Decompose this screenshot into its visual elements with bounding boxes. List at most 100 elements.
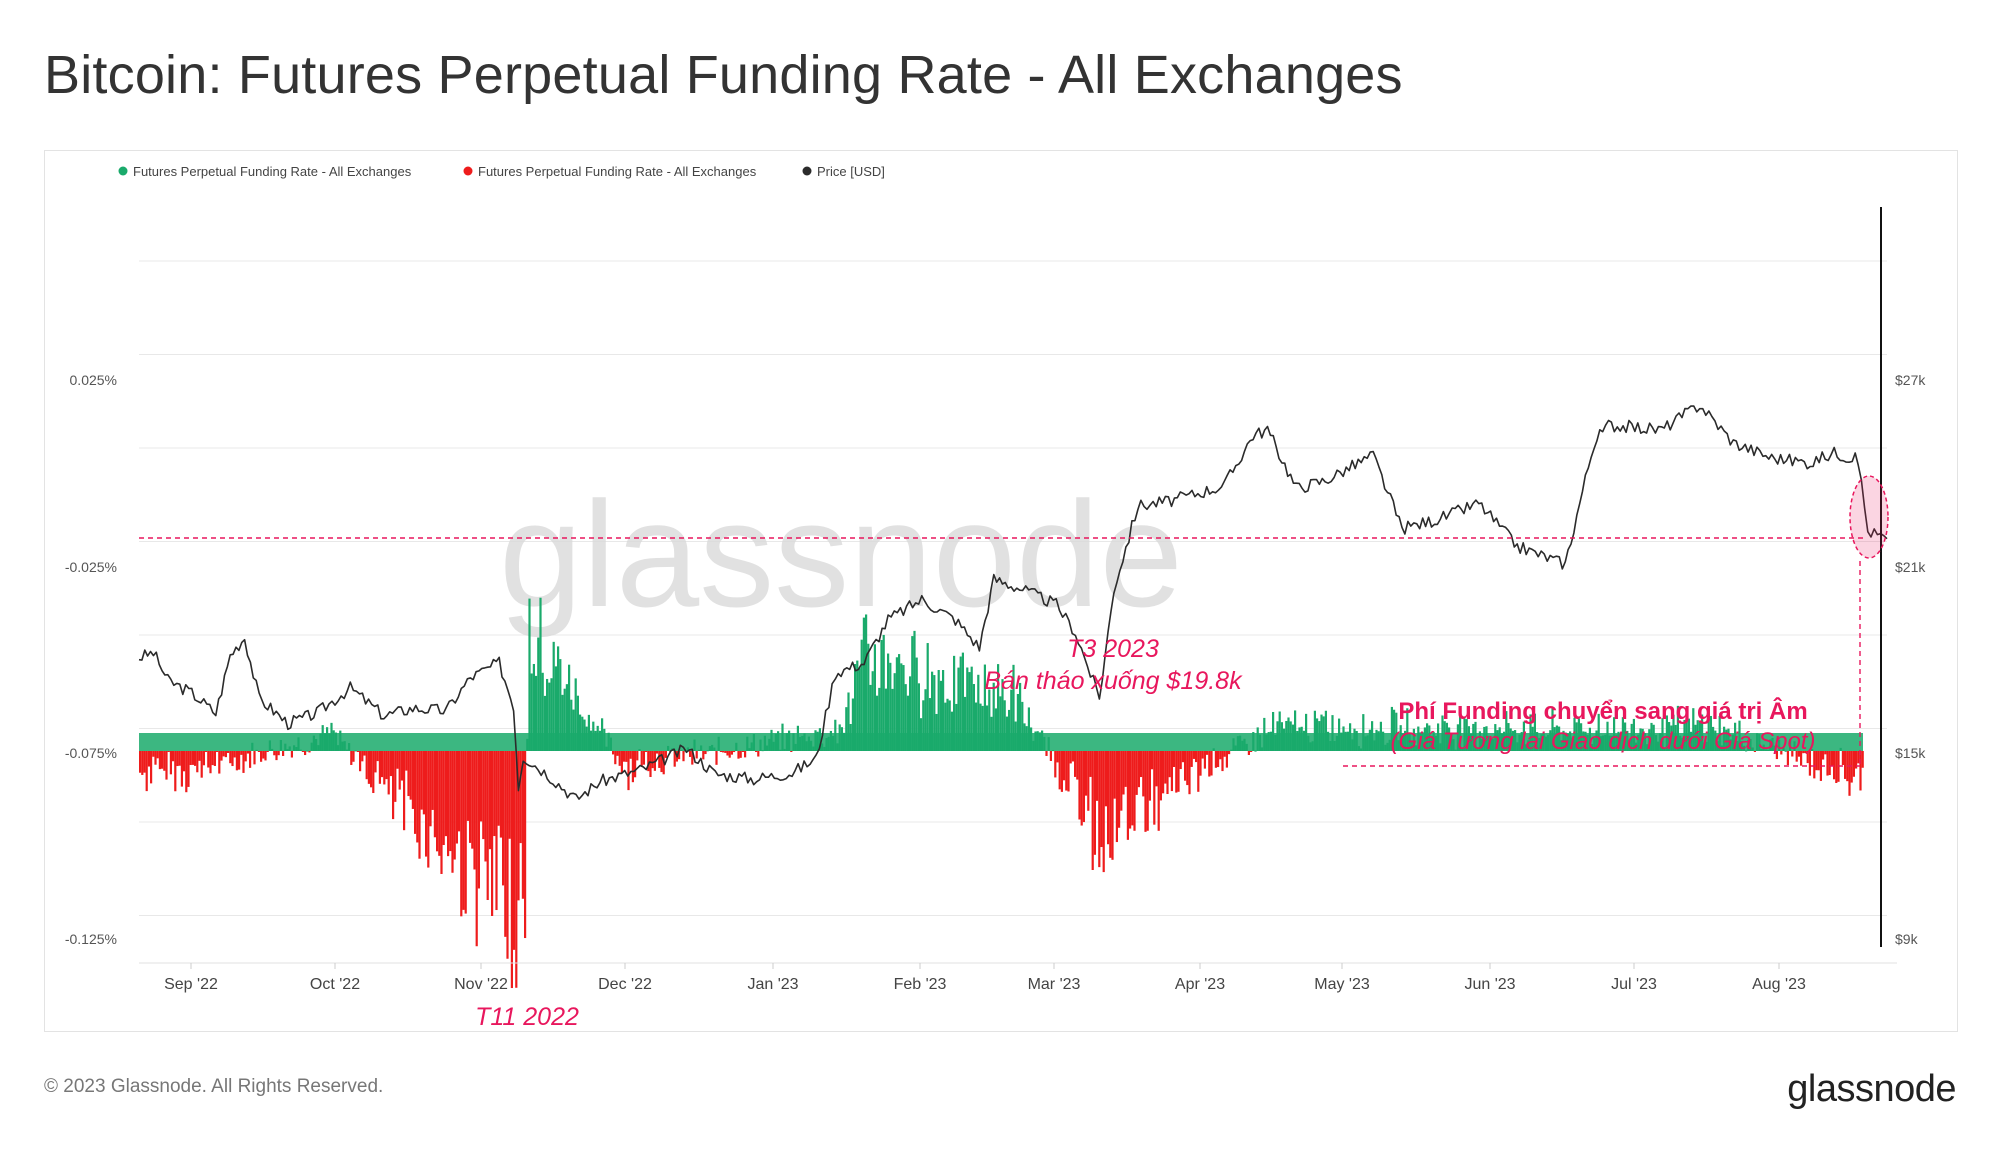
funding-negative-bar (464, 751, 467, 914)
watermark: glassnode (499, 470, 1183, 638)
funding-negative-bar (189, 751, 192, 765)
funding-negative-bar (1080, 751, 1083, 826)
funding-negative-bar (502, 751, 505, 886)
funding-negative-bar (673, 751, 676, 767)
funding-negative-bar (695, 751, 698, 759)
y-left-tick-label: -0.125% (65, 931, 117, 947)
funding-positive-bar (900, 663, 903, 751)
funding-negative-bar (262, 751, 265, 759)
funding-negative-bar (1074, 751, 1077, 777)
funding-negative-bar (1208, 751, 1211, 777)
funding-positive-bar (942, 670, 945, 751)
funding-negative-bar (1111, 751, 1114, 860)
funding-negative-bar (691, 751, 694, 765)
funding-negative-bar (1221, 751, 1224, 772)
funding-rate-chart: glassnode 0.025% -0.025% -0.075% -0.125% $27… (65, 164, 1927, 1031)
y-left-tick-label: 0.025% (70, 372, 117, 388)
funding-negative-bar (260, 751, 263, 762)
funding-negative-bar (436, 751, 439, 852)
funding-negative-bar (737, 751, 740, 759)
funding-positive-bar (576, 695, 579, 751)
funding-positive-bar (959, 656, 962, 751)
funding-positive-bar (1692, 708, 1695, 751)
annotation-mar23-text: T3 2023 (1067, 635, 1159, 663)
funding-negative-bar (1063, 751, 1066, 781)
funding-positive-bar (1010, 689, 1013, 751)
funding-negative-bar (510, 751, 513, 989)
funding-negative-bar (266, 751, 269, 752)
funding-negative-bar (394, 751, 397, 802)
funding-negative-bar (242, 751, 245, 773)
funding-negative-bar (1177, 751, 1180, 792)
funding-negative-bar (790, 751, 793, 752)
funding-negative-bar (145, 751, 148, 792)
funding-negative-bar (211, 751, 214, 766)
funding-negative-bar (491, 751, 494, 916)
funding-negative-bar (209, 751, 212, 774)
funding-positive-bar (884, 688, 887, 751)
funding-negative-bar (154, 751, 157, 765)
funding-negative-bar (363, 751, 366, 756)
funding-negative-bar (1085, 751, 1088, 796)
funding-positive-bar (1676, 705, 1679, 751)
funding-negative-bar (282, 751, 285, 756)
legend-marker (463, 166, 473, 176)
funding-positive-bar (955, 703, 958, 751)
funding-positive-bar (1393, 709, 1396, 751)
funding-positive-bar (1533, 713, 1536, 751)
annotation-callout-subtitle: (Giá Tương lai Giao dịch dưới Giá Spot) (1391, 728, 1816, 755)
funding-negative-bar (1206, 751, 1209, 755)
funding-negative-bar (1115, 751, 1118, 843)
funding-positive-bar (565, 684, 568, 751)
funding-negative-bar (466, 751, 469, 821)
funding-negative-bar (141, 751, 144, 775)
funding-negative-bar (1815, 751, 1818, 771)
funding-negative-bar (702, 751, 705, 760)
funding-negative-bar (1065, 751, 1068, 791)
funding-negative-bar (719, 751, 722, 752)
funding-negative-bar (356, 751, 359, 752)
funding-negative-bar (1795, 751, 1798, 762)
funding-negative-bar (1186, 751, 1189, 786)
funding-positive-bar (587, 714, 590, 751)
funding-positive-bar (997, 664, 1000, 751)
funding-positive-bar (530, 673, 533, 751)
funding-negative-bar (455, 751, 458, 844)
funding-positive-bar (1305, 713, 1308, 751)
funding-positive-bar (541, 672, 544, 751)
funding-negative-bar (213, 751, 216, 766)
funding-negative-bar (1098, 751, 1101, 868)
funding-negative-bar (235, 751, 238, 771)
funding-negative-bar (1067, 751, 1070, 792)
legend-marker (118, 166, 128, 176)
funding-negative-bar (1113, 751, 1116, 799)
funding-rate-bars (139, 597, 1864, 989)
funding-negative-bar (238, 751, 241, 770)
funding-positive-bar (904, 684, 907, 751)
funding-negative-bar (1082, 751, 1085, 823)
funding-positive-bar (999, 696, 1002, 751)
funding-negative-bar (469, 751, 472, 843)
funding-negative-bar (1848, 751, 1851, 796)
funding-positive-bar (922, 700, 925, 751)
funding-positive-bar (933, 675, 936, 751)
funding-positive-bar (1395, 712, 1398, 751)
funding-positive-bar (535, 675, 538, 751)
funding-negative-bar (1166, 751, 1169, 795)
funding-negative-bar (1192, 751, 1195, 759)
funding-positive-bar (944, 702, 947, 751)
funding-positive-bar (882, 634, 885, 751)
funding-positive-bar (948, 700, 951, 751)
funding-negative-bar (1102, 751, 1105, 873)
funding-positive-bar (869, 684, 872, 751)
funding-negative-bar (1096, 751, 1099, 801)
funding-negative-bar (194, 751, 197, 766)
funding-negative-bar (1830, 751, 1833, 767)
funding-negative-bar (301, 751, 304, 752)
funding-negative-bar (438, 751, 441, 856)
funding-negative-bar (277, 751, 280, 756)
funding-positive-bar (1784, 750, 1787, 752)
funding-positive-bar (563, 688, 566, 751)
funding-negative-bar (143, 751, 146, 773)
funding-positive-bar (880, 640, 883, 751)
